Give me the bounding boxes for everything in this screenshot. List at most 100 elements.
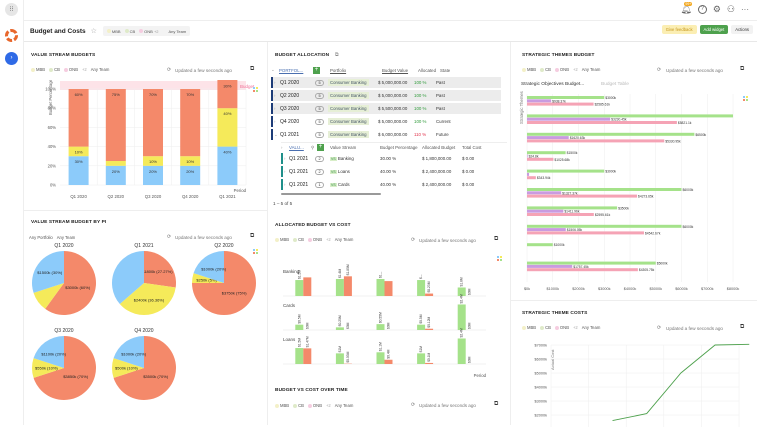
- actions-button[interactable]: Actions: [731, 25, 753, 34]
- horizontal-scrollbar[interactable]: [281, 193, 381, 195]
- allocated-cell: 110 %: [414, 132, 436, 137]
- cost-bar: [303, 348, 311, 364]
- column-header[interactable]: VALU...: [289, 145, 311, 150]
- expand-row-icon[interactable]: ›: [273, 119, 280, 124]
- refresh-icon[interactable]: ⟳: [411, 237, 415, 243]
- expand-sidebar-icon[interactable]: ›: [5, 52, 18, 65]
- expand-icon[interactable]: ⧉: [740, 324, 744, 331]
- notifications-icon[interactable]: 🔔︎99+: [680, 4, 691, 15]
- expand-all-icon[interactable]: ⌄: [271, 67, 279, 73]
- tab-budget-table[interactable]: Budget Table: [601, 82, 629, 87]
- x-tick-label: $4000k: [624, 287, 637, 291]
- give-feedback-button[interactable]: Give feedback: [662, 25, 697, 34]
- bar-label: $0M: [468, 356, 472, 363]
- panel-title: ALLOCATED BUDGET VS COST: [275, 223, 351, 228]
- budget-allocation-panel: BUDGET ALLOCATION ⧉ ⌄ PORTFOL... + Portf…: [268, 42, 510, 212]
- expand-icon[interactable]: ⧉: [494, 401, 498, 408]
- add-row-button[interactable]: +: [313, 67, 320, 74]
- table-row[interactable]: › Q2 2020 5 Consumer Banking $ 5,000,000…: [271, 90, 501, 101]
- user-icon[interactable]: ⚇: [727, 4, 735, 15]
- refresh-icon[interactable]: ⟳: [411, 402, 415, 408]
- settings-gear-icon[interactable]: ⚙︎: [713, 4, 721, 15]
- allocated-bar: [527, 173, 529, 176]
- copy-icon[interactable]: ⧉: [335, 52, 339, 58]
- add-widget-button[interactable]: Add widget: [700, 25, 729, 34]
- table-row[interactable]: ⌄ Q1 2021 5 Consumer Banking $ 6,000,000…: [271, 129, 501, 140]
- bar-label: $1506.05k: [567, 228, 583, 232]
- pi-cell: Q4 2020: [280, 119, 315, 125]
- legend-onb: ONB: [313, 237, 322, 242]
- bar-label: $1500k: [567, 151, 578, 155]
- x-tick-label: $2000k: [572, 287, 585, 291]
- expand-row-icon[interactable]: ›: [273, 106, 280, 111]
- palette-icon: [746, 99, 748, 101]
- table-row[interactable]: › Q1 2020 5 Consumer Banking $ 5,000,000…: [271, 77, 501, 88]
- updated-text: Updated a few seconds ago: [419, 238, 476, 243]
- allocated-bar: [527, 136, 569, 139]
- column-header[interactable]: Budget Value: [382, 68, 418, 73]
- page-title: Budget and Costs: [30, 28, 86, 35]
- count-badge: 2: [315, 156, 324, 162]
- legend-cb: CB: [545, 325, 551, 330]
- bar-label: $1.5M: [297, 338, 301, 347]
- refresh-icon[interactable]: ⟳: [167, 67, 171, 73]
- state-cell: Future: [436, 132, 449, 137]
- bar-label: $6500k: [695, 133, 706, 137]
- pie-label: $1000k (20%): [121, 351, 147, 356]
- table-row[interactable]: › Q3 2020 5 Consumer Banking $ 5,500,000…: [271, 103, 501, 114]
- portfolio-filter[interactable]: Any Portfolio: [29, 235, 53, 240]
- expand-icon[interactable]: ⧉: [494, 236, 498, 243]
- add-row-button[interactable]: +: [317, 144, 324, 151]
- team-filter[interactable]: Any Team: [57, 235, 76, 240]
- refresh-icon[interactable]: ⟳: [167, 234, 171, 240]
- strategic-theme-costs-panel: STRATEGIC THEME COSTS MBB CB ONB +2 Any …: [511, 301, 757, 425]
- count-badge: 2: [315, 169, 324, 175]
- column-header[interactable]: Allocated Budget: [422, 145, 462, 150]
- bar-segment: [106, 161, 126, 166]
- bar-label: $343.94k: [537, 176, 551, 180]
- column-header[interactable]: Value Stream: [330, 145, 380, 150]
- filter-chip[interactable]: MBB CB ONB +2 Any Team: [103, 26, 190, 36]
- column-header[interactable]: Total Cost: [462, 145, 482, 150]
- column-header[interactable]: Portfolio: [330, 68, 382, 73]
- column-header[interactable]: Budget Percentage: [380, 145, 422, 150]
- bar-label: 10%: [149, 159, 157, 164]
- portfolio-cell: Consumer Banking: [328, 80, 374, 85]
- legend: MBB CB ONB +2 Any Team: [522, 325, 600, 330]
- column-header[interactable]: Allocated: [418, 68, 440, 73]
- bar-label: 75%: [112, 92, 120, 97]
- favorite-star-icon[interactable]: ☆: [91, 27, 97, 35]
- allocated-bar: [336, 327, 344, 330]
- refresh-icon[interactable]: ⟳: [657, 67, 661, 73]
- column-header[interactable]: State: [440, 68, 450, 73]
- pie-label: $1800k (27.27%): [142, 269, 173, 274]
- expand-icon[interactable]: ⧉: [250, 66, 254, 73]
- expand-row-icon[interactable]: ›: [273, 80, 280, 85]
- expand-row-icon[interactable]: ⌄: [273, 132, 280, 138]
- budget-vs-cost-time-panel: BUDGET VS COST OVER TIME MBB CB ONB +2 A…: [268, 382, 510, 425]
- bar-label: $6000k: [683, 188, 694, 192]
- more-icon[interactable]: ···: [741, 5, 749, 14]
- column-header[interactable]: PORTFOL...: [279, 68, 313, 73]
- expand-row-icon[interactable]: ›: [273, 93, 280, 98]
- x-tick-label: $7000k: [701, 287, 714, 291]
- pi-pies: Q1 2020$3000k (60%)$1500k (30%)Q1 2021$1…: [24, 243, 267, 423]
- expand-icon[interactable]: ⧉: [740, 66, 744, 73]
- panel-title: STRATEGIC THEMES BUDGET: [522, 53, 595, 58]
- avc-chart: Banking$1.5M$1.6M$1.85M$1...$...$0.23M$1…: [268, 250, 510, 380]
- legend-more: +2: [82, 67, 87, 72]
- budget-pct-cell: 40.00 %: [380, 169, 422, 174]
- legend-onb: ONB: [69, 67, 78, 72]
- apps-grid-icon[interactable]: ⁝⁝: [5, 3, 18, 16]
- help-icon[interactable]: ?: [698, 5, 707, 14]
- refresh-icon[interactable]: ⟳: [657, 325, 661, 331]
- table-row[interactable]: › Q4 2020 5 Consumer Banking $ 5,000,000…: [271, 116, 501, 127]
- tab-strategic-objectives[interactable]: Strategic Objectives Budget...: [521, 82, 584, 87]
- y-tick-label: 60%: [48, 125, 57, 130]
- sub-table-row[interactable]: › Q1 2021 2 VS Banking 30.00 % $ 1,800,0…: [281, 153, 507, 164]
- expand-icon[interactable]: ⧉: [250, 233, 254, 240]
- sub-table-row[interactable]: › Q1 2021 2 VS Loans 40.00 % $ 2,400,000…: [281, 166, 507, 177]
- legend-team: Any Team: [582, 67, 601, 72]
- sub-table-row[interactable]: › Q1 2021 1 VS Cards 40.00 % $ 2,400,000…: [281, 179, 507, 190]
- bar-label: $1.6M: [338, 269, 342, 278]
